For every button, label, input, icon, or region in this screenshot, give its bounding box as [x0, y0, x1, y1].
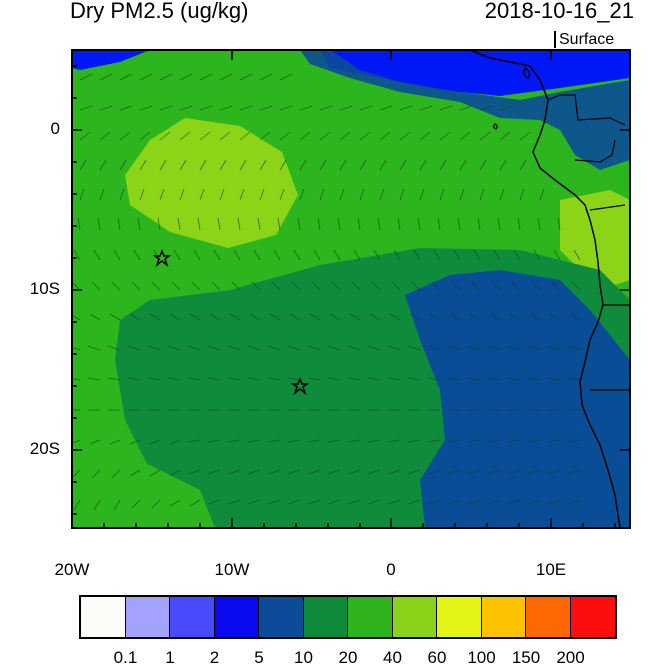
pm25-field-10-south [405, 270, 630, 528]
coastline [469, 50, 621, 528]
colorbar [79, 595, 617, 639]
island-saotome [493, 123, 498, 130]
lon-label-0: 0 [386, 560, 396, 579]
colorbar-label: 5 [254, 648, 264, 667]
pm25-field-5-north [320, 50, 630, 96]
colorbar-swatch [526, 597, 571, 637]
station-markers [152, 248, 310, 396]
colorbar-label: 100 [467, 648, 496, 667]
colorbar-swatch [259, 597, 304, 637]
country-borders [547, 94, 630, 391]
colorbar-label: 40 [383, 648, 402, 667]
lon-label-10w: 10W [214, 560, 250, 579]
pm25-field-60-patch [125, 118, 298, 248]
colorbar-label: 200 [556, 648, 585, 667]
map-frame [71, 49, 631, 529]
colorbar-swatch [214, 597, 259, 637]
colorbar-swatch [348, 597, 393, 637]
colorbar-label: 0.1 [113, 648, 138, 667]
colorbar-swatch [125, 597, 170, 637]
star-marker [152, 248, 172, 268]
lat-label-10s: 10S [29, 279, 60, 298]
colorbar-swatch [81, 597, 126, 637]
colorbar-label: 1 [165, 648, 175, 667]
colorbar-swatch [392, 597, 437, 637]
colorbar-label: 10 [294, 648, 313, 667]
map-datetime: 2018-10-16_21 [484, 0, 634, 23]
pm25-field-40-south [80, 450, 215, 528]
wind-barbs [72, 73, 581, 511]
colorbar-swatch [570, 597, 615, 637]
colorbar-swatch [170, 597, 215, 637]
colorbar-label: 2 [209, 648, 220, 667]
axis-ticks [71, 50, 630, 528]
colorbar-swatch [481, 597, 526, 637]
map-level-label: Surface [554, 31, 614, 48]
colorbar-swatch [303, 597, 348, 637]
island-bioko [523, 67, 531, 79]
map-title: Dry PM2.5 (ug/kg) [70, 0, 249, 23]
colorbar-label: 20 [338, 648, 358, 667]
colorbar-swatch [437, 597, 482, 637]
map-plot [71, 49, 631, 529]
lon-label-10e: 10E [535, 560, 567, 579]
colorbar-label: 150 [511, 648, 541, 667]
lat-label-20s: 20S [29, 439, 60, 458]
lon-label-20w: 20W [54, 560, 90, 579]
pm25-field-10-north [300, 50, 630, 170]
star-marker [290, 376, 310, 396]
lat-label-0: 0 [50, 119, 60, 138]
colorbar-label: 60 [427, 648, 447, 667]
pm25-field-5-nw [72, 50, 150, 70]
